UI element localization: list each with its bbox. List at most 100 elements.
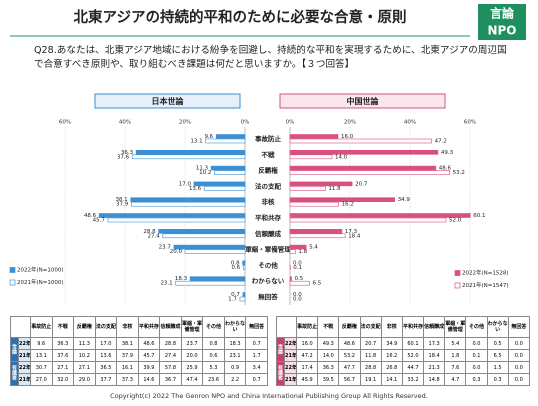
column-header: 信頼醸成 (423, 316, 446, 338)
group-label: 有識者 (276, 361, 285, 386)
table-cell: 18.3 (223, 337, 247, 350)
table-cell: 36.3 (317, 361, 340, 374)
bar (289, 229, 343, 234)
bar (289, 138, 432, 144)
table-cell: 11.8 (359, 349, 382, 362)
value-label: 0.8 (231, 260, 240, 266)
legend-label: 2021年(N=1000) (17, 278, 64, 286)
table-cell: 45.9 (295, 373, 319, 386)
bar (289, 217, 447, 223)
value-label: 23.1 (160, 281, 172, 287)
table-cell: 26.8 (380, 361, 403, 374)
row-year: 22年 (18, 361, 31, 374)
logo-top: 言論 (490, 6, 515, 21)
bar (131, 154, 246, 160)
table-cell: 0.0 (507, 337, 531, 350)
value-label: 20.0 (170, 249, 183, 255)
table-cell: 48.6 (137, 337, 161, 350)
table-cell: 52.0 (401, 349, 425, 362)
header-row: 事故防止 不戦 反覇権 法の支配 非核 平和共存 信頼醸成 軍縮・軍備管理 その他 わからない 無回… (10, 316, 268, 338)
value-label: 18.4 (348, 233, 361, 239)
table-row: 21年 13.1 37.6 10.2 13.6 37.9 45.7 27.4 20.0 0.6 23… (11, 349, 268, 362)
column-header: 無回答 (507, 316, 531, 338)
column-header: 軍縮・軍備管理 (180, 316, 204, 338)
value-label: 1.7 (228, 297, 237, 303)
table-cell: 37.3 (116, 373, 139, 386)
table-cell: 47.2 (295, 349, 319, 362)
row-year: 22年 (18, 337, 31, 350)
table-cell: 11.3 (73, 337, 96, 350)
bar (173, 244, 246, 250)
bar (289, 233, 346, 239)
table-cell: 17.0 (94, 337, 118, 350)
column-header: その他 (202, 316, 225, 338)
table-cell: 33.2 (401, 373, 425, 386)
column-header: 不戦 (317, 316, 340, 338)
group-text: 世論 (11, 343, 18, 354)
table-cell: 14.1 (380, 373, 403, 386)
group-label: 世論 (10, 337, 19, 362)
table-cell: 27.0 (30, 373, 53, 386)
table-cell: 25.9 (180, 361, 204, 374)
table-cell: 29.0 (73, 373, 96, 386)
value-label: 53.2 (453, 170, 465, 176)
value-label: 23.7 (159, 245, 172, 251)
category-label: わからない (252, 276, 285, 285)
value-label: 13.1 (190, 139, 202, 145)
column-header: 非核 (380, 316, 403, 338)
value-label: 49.3 (441, 150, 454, 156)
table-cell: 27.1 (51, 361, 75, 374)
group-label: 有識者 (10, 361, 19, 386)
group-text: 有識者 (277, 365, 284, 380)
table-cell: 1.7 (245, 349, 268, 362)
column-header: 非核 (116, 316, 139, 338)
bar (184, 249, 246, 254)
table-cell: 1.8 (444, 349, 467, 362)
table-cell: 36.7 (159, 373, 182, 386)
value-label: 36.3 (121, 150, 134, 156)
category-label: 平和共存 (255, 213, 282, 222)
group-text: 有識者 (11, 365, 18, 380)
x-tick-label: 20% (179, 120, 191, 126)
table-cell: 14.6 (137, 373, 161, 386)
value-label: 17.3 (345, 229, 358, 235)
header-row: 事故防止 不戦 反覇権 法の支配 非核 平和共存 信頼醸成 軍縮・軍備管理 その他 わからない 無回… (276, 316, 531, 338)
bar (131, 201, 246, 207)
legend-label: 2022年(N=1528) (462, 269, 509, 277)
bar (175, 280, 246, 286)
panel-title: 中国世論 (347, 96, 380, 106)
table-row: 有識者 22年 30.7 27.1 27.1 36.5 16.1 39.9 57.8 25.9 5.… (10, 361, 268, 386)
column-header: 信頼醸成 (159, 316, 182, 338)
page-title: 北東アジアの持続的平和のために必要な合意・原則 (74, 8, 407, 26)
data-table: 事故防止 不戦 反覇権 法の支配 非核 平和共存 信頼醸成 軍縮・軍備管理 その他 わからない 無回… (276, 316, 531, 386)
table-cell: 39.9 (137, 361, 161, 374)
table-cell: 13.1 (30, 349, 53, 362)
panel-header (94, 93, 241, 109)
value-label: 0.1 (293, 265, 302, 271)
table-cell: 27.1 (73, 361, 96, 374)
table-row: 21年 45.9 39.5 56.7 19.1 14.1 33.2 14.8 4.7 0.3 0.3… (277, 373, 531, 386)
table-cell: 32.0 (51, 373, 75, 386)
table-row: 21年 27.0 32.0 29.0 37.7 37.3 14.6 36.7 47.4 23.6 2… (11, 373, 268, 386)
table-cell: 28.8 (359, 361, 382, 374)
question: Q28.あなたは、北東アジア地域における紛争を回避し、持続的な平和を実現するため… (34, 45, 507, 70)
bar (107, 217, 246, 223)
column-header: 平和共存 (401, 316, 425, 338)
table-cell: 0.0 (507, 373, 531, 386)
bar (289, 186, 326, 191)
legend-swatch (454, 282, 461, 289)
table-cell: 37.7 (94, 373, 118, 386)
value-label: 52.0 (449, 218, 462, 224)
value-label: 60.1 (473, 213, 485, 219)
column-header: わからない (486, 316, 509, 338)
table-row: 21年 47.2 14.0 53.2 11.8 16.2 52.0 18.4 1.8 0.1 6.5… (277, 349, 531, 362)
logo-box (478, 4, 526, 40)
group-label: 世論 (276, 337, 285, 362)
table-row: 世論 22年 9.6 36.3 11.3 17.0 38.1 48.6 28.8 23.7 0.8 1… (10, 337, 268, 362)
table-cell: 2.2 (223, 373, 247, 386)
bar (289, 244, 307, 250)
bar (98, 213, 246, 218)
value-label: 48.6 (84, 213, 97, 219)
table-cell: 56.7 (338, 373, 361, 386)
corner (10, 316, 31, 338)
